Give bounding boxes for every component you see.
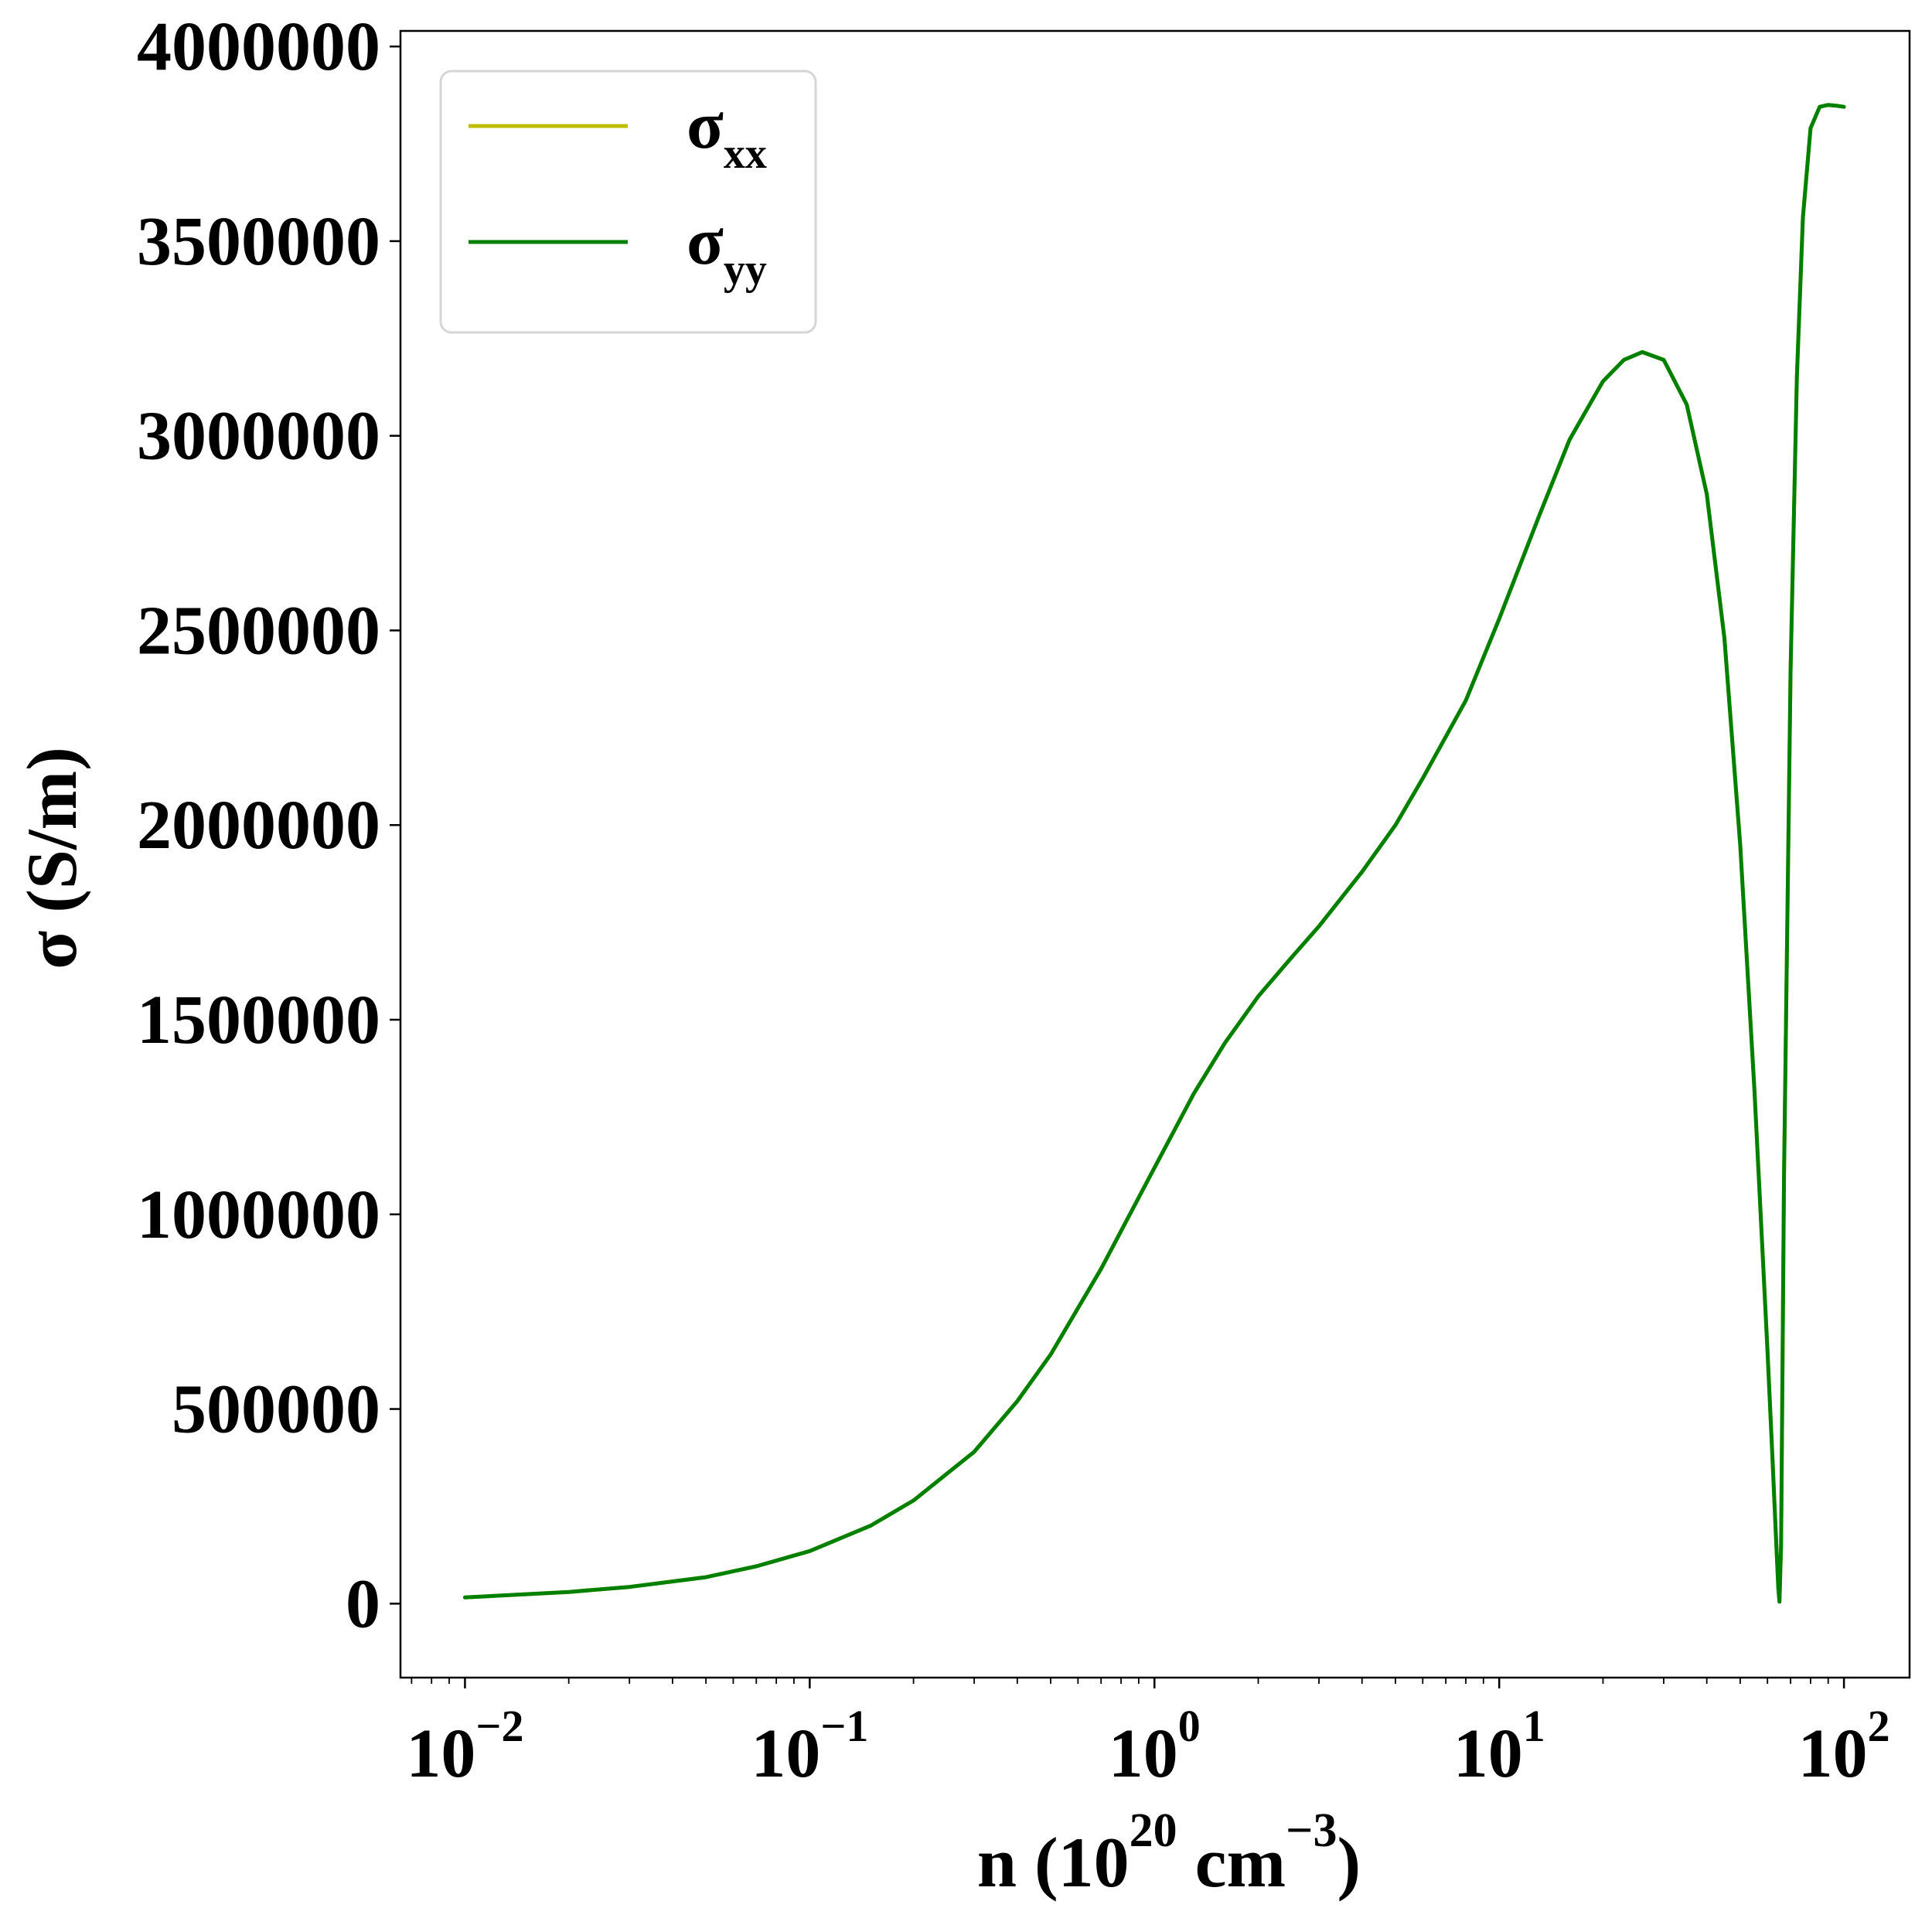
y-tick-label: 4000000	[137, 9, 380, 85]
x-tick-label: 101	[1453, 1701, 1545, 1792]
x-tick-label: 102	[1798, 1701, 1890, 1792]
y-tick-label: 2000000	[137, 787, 380, 864]
legend-label-xx: σxx	[687, 88, 767, 178]
x-axis-title: n (1020 cm−3)	[977, 1804, 1361, 1902]
legend-label-yy: σyy	[687, 204, 767, 294]
axis-titles: n (1020 cm−3) σ (S/m)	[12, 747, 1361, 1902]
y-tick-label: 3000000	[137, 398, 380, 475]
axes: 0 500000 1000000 1500000 2000000 2500000 30000…	[137, 9, 1911, 1792]
plot-area	[462, 103, 1846, 1604]
x-tick-label: 100	[1109, 1701, 1201, 1792]
y-tick-label: 2500000	[137, 592, 380, 669]
y-tick-label: 0	[346, 1566, 380, 1642]
y-tick-label: 1500000	[137, 982, 380, 1058]
legend-box	[439, 70, 817, 334]
series-line-yy	[462, 103, 1846, 1604]
y-axis-title: σ (S/m)	[12, 747, 91, 969]
y-tick-label: 500000	[172, 1371, 380, 1448]
x-tick-label: 10−2	[406, 1701, 523, 1792]
x-tick-label: 10−1	[751, 1701, 868, 1792]
y-tick-label: 1000000	[137, 1177, 380, 1253]
legend: σxx σyy	[439, 70, 817, 334]
y-tick-label: 3500000	[137, 203, 380, 280]
